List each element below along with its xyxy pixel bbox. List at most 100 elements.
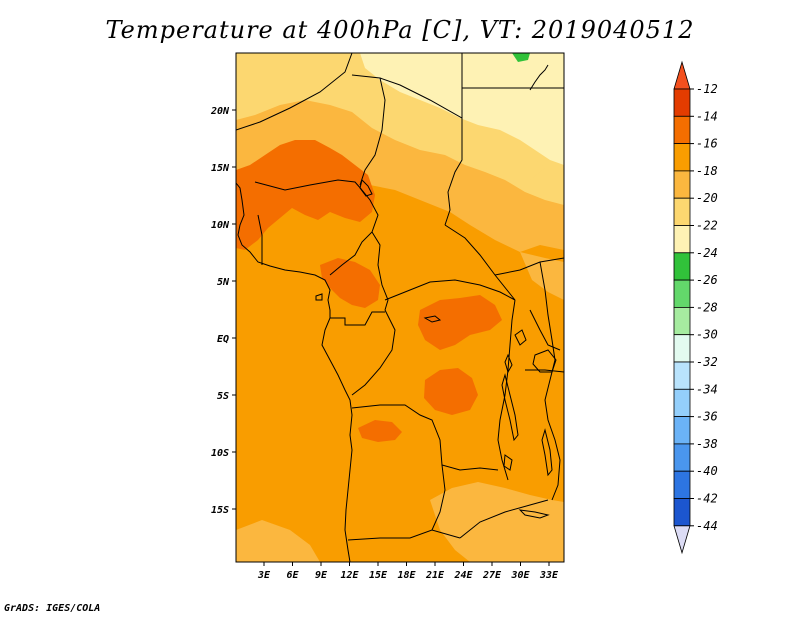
field-region-pale-patch [465, 138, 545, 180]
lake-victoria [532, 349, 557, 373]
lon-label-6E: 6E [286, 570, 299, 581]
grads-credit: GrADS: IGES/COLA [4, 603, 101, 614]
colorbar-label-11: -34 [696, 382, 718, 396]
field-region-warm-angola [358, 420, 402, 442]
coastline-west-africa [236, 182, 353, 562]
red-sea-coast [529, 64, 549, 91]
colorbar-label-13: -38 [696, 437, 718, 451]
lon-label-27E: 27E [482, 570, 502, 581]
colorbar-box-7 [673, 279, 691, 308]
colorbar-box-9 [673, 334, 691, 363]
longitude-axis: 3E 6E 9E 12E 15E 18E 21E 24E 27E 30E 33E [257, 562, 559, 581]
lon-label-30E: 30E [510, 570, 530, 581]
lat-label-20N: 20N [210, 106, 230, 117]
colorbar-label-15: -42 [696, 492, 718, 506]
colorbar-box-6 [673, 252, 691, 281]
colorbar-label-10: -32 [696, 355, 718, 369]
border-chad-sudan [444, 118, 463, 226]
field-region-light-southwest [236, 520, 320, 562]
colorbar-label-7: -26 [696, 273, 718, 287]
colorbar-label-8: -28 [696, 300, 718, 314]
border-uganda-kenya [529, 309, 561, 351]
lat-label-5N: 5N [217, 277, 230, 288]
lon-label-12E: 12E [340, 570, 359, 581]
lat-label-EQ: EQ [217, 334, 229, 345]
colorbar-box-1 [673, 115, 691, 145]
border-car-sudan [444, 224, 516, 301]
lat-label-15N: 15N [211, 163, 230, 174]
colorbar-box-2 [673, 143, 691, 172]
colorbar-box-4 [673, 197, 691, 226]
border-zambia-south [459, 499, 549, 539]
border-nigeria-cameroon [329, 189, 379, 276]
lake-kivu [504, 353, 513, 374]
colorbar-top-arrow [673, 60, 691, 90]
country-borders [236, 53, 564, 562]
border-south-sudan [494, 257, 564, 276]
colorbar-box-3 [673, 170, 691, 199]
colorbar-label-9: -30 [696, 328, 718, 342]
colorbar-box-14 [673, 470, 691, 499]
congo-river-small [423, 315, 442, 323]
field-region-light-south [430, 482, 564, 562]
lat-label-15S: 15S [211, 505, 229, 516]
colorbar-box-5 [673, 225, 691, 254]
colorbar-label-2: -16 [696, 137, 718, 151]
border-nigeria-north [254, 179, 363, 191]
colorbar: -12 -14 -16 -18 -20 -22 -24 -26 -28 -30 -32 -34 -36 -… [673, 60, 718, 555]
border-libya-chad [351, 53, 463, 119]
border-gabon-congo [330, 311, 385, 326]
border-tanzania [525, 369, 564, 373]
border-north-1 [236, 53, 353, 131]
lake-kariba [518, 509, 550, 519]
border-congo-drc [351, 309, 396, 396]
lon-label-9E: 9E [315, 570, 328, 581]
field-region-warm-congo-north [418, 295, 502, 350]
colorbar-box-8 [673, 306, 691, 336]
border-drc-east [497, 299, 516, 481]
border-cameroon-car [371, 231, 389, 311]
border-angola-zambia [431, 464, 446, 531]
lat-label-5S: 5S [217, 391, 229, 402]
border-east-africa [539, 261, 561, 501]
field-region-warm-congo-south [424, 368, 478, 415]
colorbar-box-0 [673, 88, 691, 117]
lake-malawi [541, 428, 553, 477]
lake-albert [514, 329, 527, 346]
island-bioko [315, 293, 323, 301]
map-frame [235, 52, 565, 563]
colorbar-label-12: -36 [696, 410, 718, 424]
lon-label-33E: 33E [539, 570, 559, 581]
field-region-green-patch [512, 53, 530, 62]
border-benin [257, 214, 263, 265]
colorbar-box-13 [673, 443, 691, 472]
colorbar-box-11 [673, 388, 691, 417]
latitude-axis: 20N 15N 10N 5N EQ 5S 10S 15S [210, 106, 236, 516]
colorbar-label-5: -22 [696, 219, 718, 233]
colorbar-label-0: -12 [696, 82, 718, 96]
colorbar-box-12 [673, 416, 691, 445]
colorbar-label-6: -24 [696, 246, 718, 260]
lon-label-15E: 15E [369, 570, 388, 581]
lon-label-24E: 24E [453, 570, 473, 581]
border-chad-west [359, 77, 386, 186]
lat-label-10N: 10N [211, 220, 230, 231]
lon-label-18E: 18E [397, 570, 416, 581]
lon-label-3E: 3E [257, 570, 271, 581]
colorbar-bottom-arrow [673, 525, 691, 555]
colorbar-label-1: -14 [696, 109, 718, 123]
temperature-field [236, 53, 564, 562]
map-title: Temperature at 400hPa [C], VT: 201904051… [105, 16, 695, 44]
colorbar-label-4: -20 [696, 191, 718, 205]
lat-label-10S: 10S [211, 448, 229, 459]
field-region-warm-west-africa [236, 140, 375, 250]
lake-chad [359, 179, 373, 197]
lake-tanganyika [501, 373, 519, 442]
colorbar-label-14: -40 [696, 464, 718, 478]
colorbar-label-16: -44 [696, 519, 718, 533]
colorbar-label-3: -18 [696, 164, 718, 178]
border-drc-angola [351, 404, 499, 471]
lon-label-21E: 21E [425, 570, 445, 581]
colorbar-box-15 [673, 498, 691, 527]
